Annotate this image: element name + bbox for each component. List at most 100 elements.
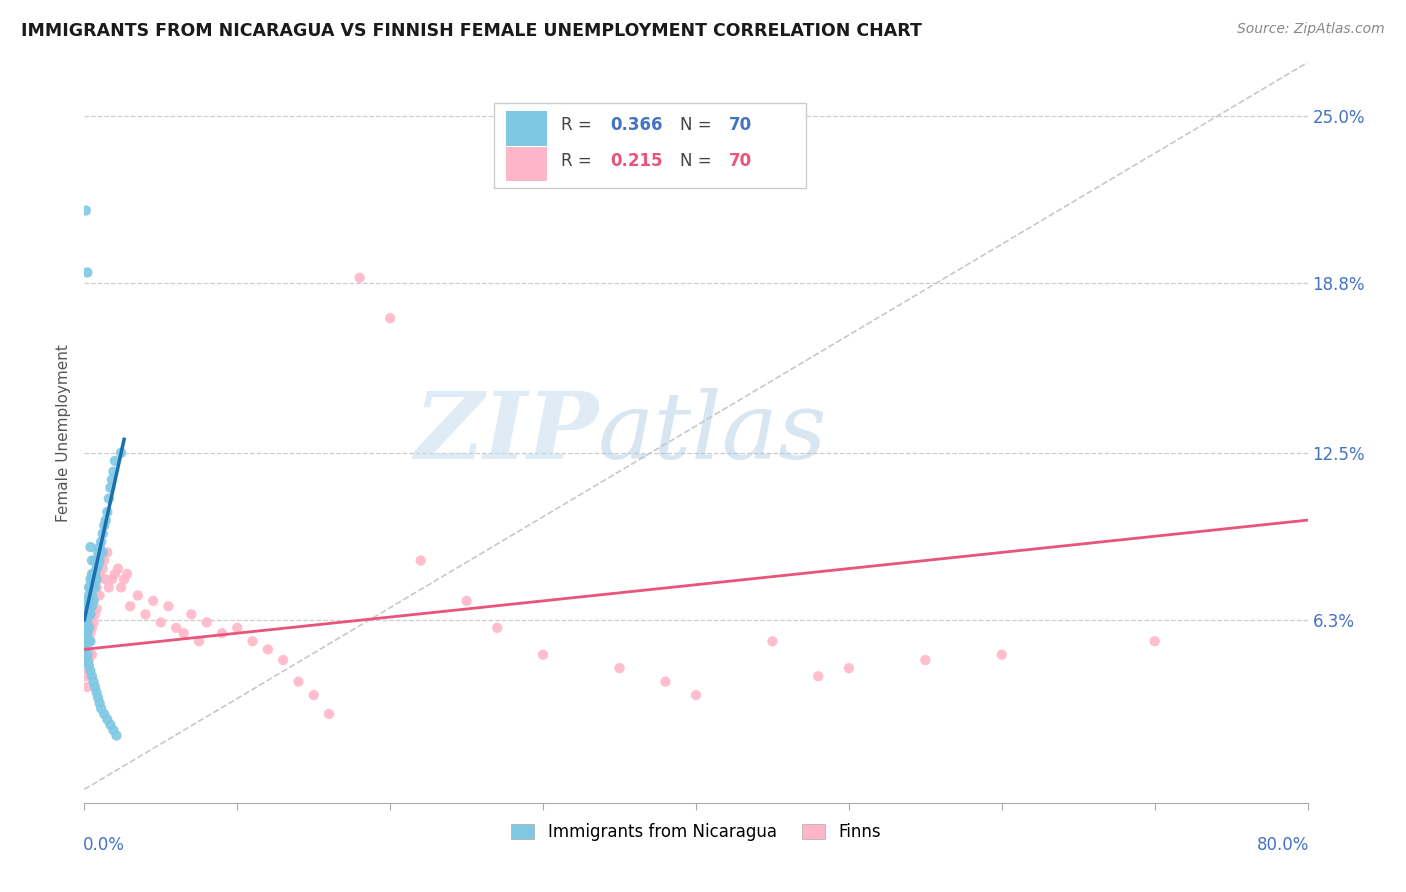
Text: 80.0%: 80.0% (1257, 836, 1309, 855)
Point (486, 621, 509, 635)
Point (80, 589, 103, 603)
Point (165, 621, 187, 635)
Point (89, 696, 111, 710)
Point (77, 607, 100, 622)
Point (101, 572, 124, 586)
Point (80, 553, 103, 567)
Text: Source: ZipAtlas.com: Source: ZipAtlas.com (1237, 22, 1385, 37)
Point (80, 599, 103, 614)
Point (86, 561, 108, 575)
Point (242, 634, 264, 648)
Point (80, 572, 103, 586)
Point (226, 621, 249, 635)
Point (84, 553, 107, 567)
Point (91, 561, 114, 575)
Point (93, 518, 115, 533)
Point (75, 642, 97, 657)
Point (75, 653, 97, 667)
Point (83, 566, 105, 581)
Point (105, 729, 128, 743)
Point (96, 545, 118, 559)
Point (76, 615, 98, 630)
Point (76, 594, 98, 608)
Point (127, 589, 149, 603)
Point (135, 607, 157, 622)
Point (685, 688, 707, 702)
FancyBboxPatch shape (506, 112, 547, 145)
Text: atlas: atlas (598, 388, 828, 477)
Point (89, 566, 111, 581)
Point (654, 674, 676, 689)
Point (80, 566, 103, 581)
Text: R =: R = (561, 116, 592, 135)
Point (409, 553, 432, 567)
Y-axis label: Female Unemployment: Female Unemployment (56, 343, 72, 522)
Point (86, 581, 108, 595)
Point (80, 621, 103, 635)
Point (1143, 634, 1166, 648)
Point (79, 648, 101, 662)
Text: 0.0%: 0.0% (83, 836, 125, 855)
Text: N =: N = (681, 152, 711, 169)
Point (79, 581, 101, 595)
Point (98, 717, 121, 731)
Point (380, 311, 402, 326)
Text: 0.215: 0.215 (610, 152, 662, 169)
Point (456, 594, 478, 608)
Point (84, 589, 107, 603)
Point (96, 712, 118, 726)
Point (531, 648, 554, 662)
Point (211, 626, 233, 640)
Point (90, 534, 112, 549)
Point (79, 594, 101, 608)
Point (77, 589, 100, 603)
Point (104, 454, 127, 468)
Point (76, 626, 98, 640)
Point (991, 648, 1014, 662)
Point (104, 566, 127, 581)
Point (142, 594, 165, 608)
Point (77, 634, 100, 648)
Point (838, 661, 860, 675)
Point (75, 634, 97, 648)
Point (83, 594, 105, 608)
FancyBboxPatch shape (506, 146, 547, 181)
Point (94, 513, 117, 527)
Point (609, 661, 631, 675)
Point (76, 607, 98, 622)
Text: 0.366: 0.366 (610, 116, 662, 135)
Point (86, 685, 108, 699)
Point (75, 634, 97, 648)
Point (90, 701, 112, 715)
Point (76, 648, 98, 662)
Point (157, 599, 180, 614)
Text: ZIP: ZIP (413, 388, 598, 477)
Point (93, 553, 115, 567)
Point (86, 602, 108, 616)
Point (87, 690, 110, 705)
Text: 70: 70 (728, 116, 752, 135)
Point (76, 680, 98, 694)
Point (79, 626, 101, 640)
Point (87, 545, 110, 559)
Point (83, 674, 105, 689)
Point (75, 203, 97, 218)
Point (76, 634, 98, 648)
Point (302, 688, 325, 702)
Point (271, 653, 294, 667)
Point (77, 621, 100, 635)
Point (188, 634, 211, 648)
Point (75, 669, 97, 683)
Legend: Immigrants from Nicaragua, Finns: Immigrants from Nicaragua, Finns (505, 816, 887, 847)
Point (79, 572, 101, 586)
Point (76, 642, 98, 657)
Point (287, 674, 309, 689)
Point (103, 723, 125, 738)
Point (84, 680, 107, 694)
Point (914, 653, 936, 667)
Point (79, 664, 101, 678)
Point (97, 491, 120, 506)
Point (84, 566, 107, 581)
Point (96, 505, 118, 519)
Point (80, 648, 103, 662)
